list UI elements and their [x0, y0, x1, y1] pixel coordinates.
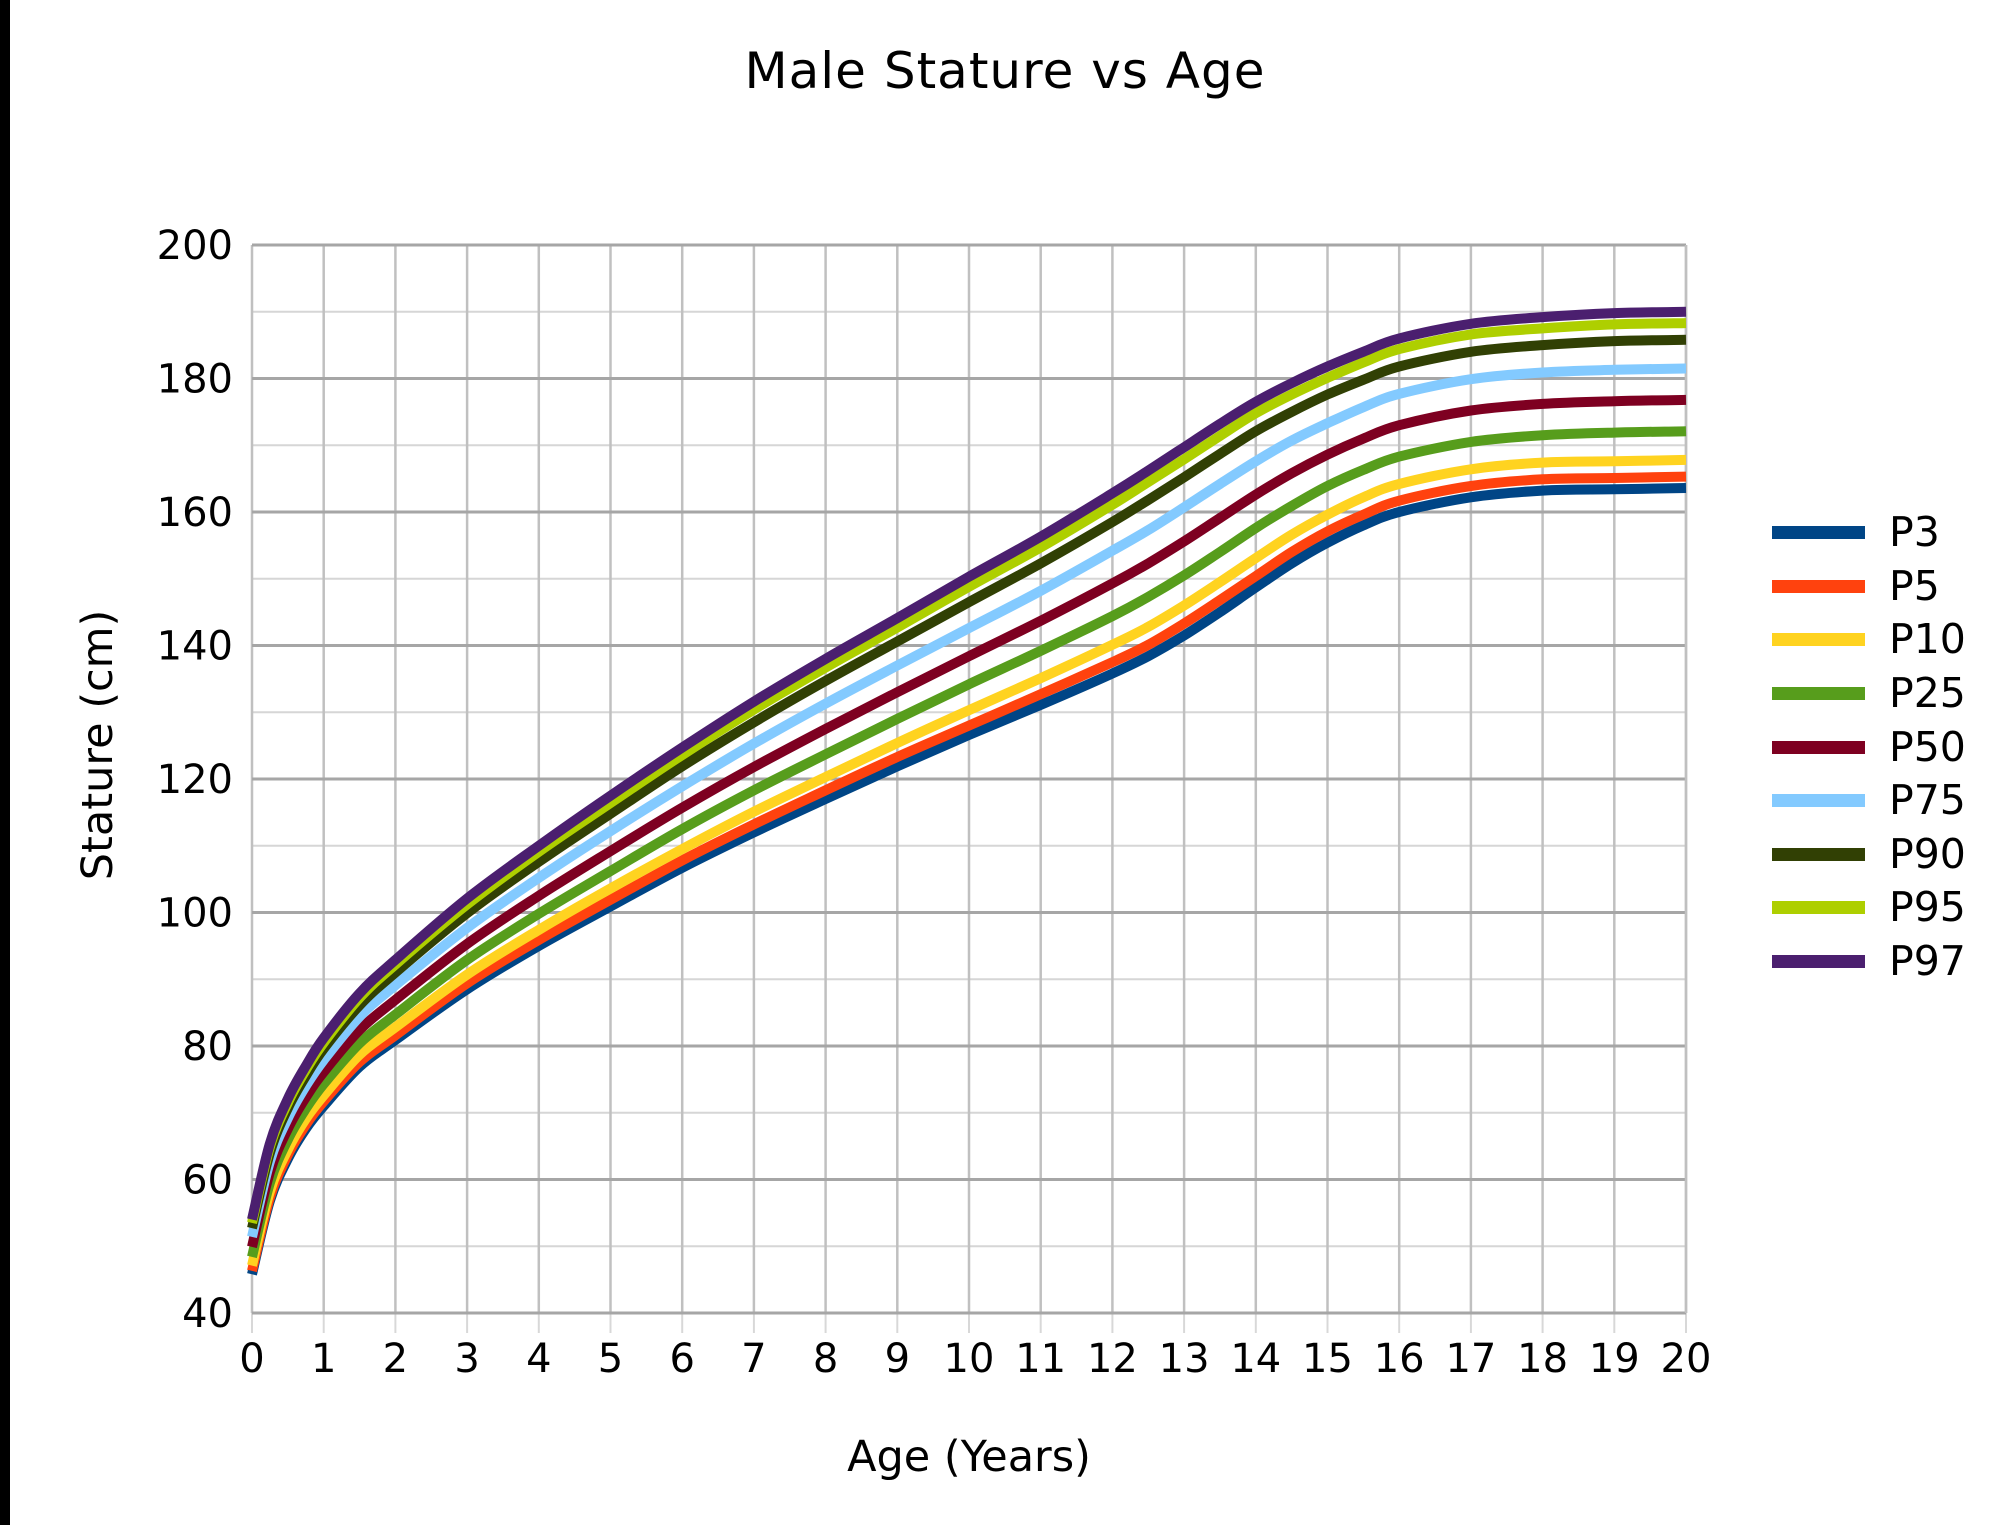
series-line-P50	[247, 394, 1687, 1249]
legend-label-P97: P97	[1889, 937, 1966, 986]
x-tick-label: 2	[383, 1336, 408, 1382]
legend-swatch-P50	[1772, 740, 1865, 754]
x-tick-label: 16	[1374, 1336, 1425, 1382]
legend-item-P50: P50	[1772, 720, 1966, 774]
legend-item-P25: P25	[1772, 667, 1966, 721]
y-tick-label: 40	[182, 1291, 233, 1337]
series-line-P25	[247, 426, 1687, 1259]
legend-swatch-P5	[1772, 579, 1865, 593]
legend-label-P50: P50	[1889, 722, 1966, 771]
legend-label-P3: P3	[1889, 508, 1940, 557]
legend-item-P75: P75	[1772, 774, 1966, 828]
x-tick-label: 3	[454, 1336, 479, 1382]
legend-swatch-P75	[1772, 794, 1865, 808]
y-tick-label: 140	[157, 624, 233, 670]
legend-item-P3: P3	[1772, 506, 1966, 560]
x-tick-label: 17	[1445, 1336, 1496, 1382]
x-tick-label: 6	[669, 1336, 694, 1382]
y-axis-tick-labels: 40 60 80 100 120 140 160 180 200	[157, 223, 233, 1337]
y-tick-label: 80	[182, 1024, 233, 1070]
legend-label-P5: P5	[1889, 561, 1940, 610]
legend: P3 P5 P10 P25 P50 P75 P90 P95 P97	[1772, 506, 1966, 988]
legend-label-P25: P25	[1889, 669, 1966, 718]
x-tick-label: 14	[1230, 1336, 1281, 1382]
x-tick-label: 15	[1302, 1336, 1353, 1382]
x-tick-label: 7	[741, 1336, 766, 1382]
x-tick-label: 18	[1517, 1336, 1568, 1382]
series-line-P75	[247, 363, 1687, 1239]
legend-swatch-P95	[1772, 901, 1865, 915]
x-tick-label: 20	[1661, 1336, 1712, 1382]
left-edge-bar	[0, 0, 10, 1525]
legend-label-P90: P90	[1889, 829, 1966, 878]
y-tick-label: 100	[157, 891, 233, 937]
x-tick-label: 8	[813, 1336, 838, 1382]
legend-swatch-P3	[1772, 526, 1865, 540]
legend-item-P90: P90	[1772, 828, 1966, 882]
x-tick-label: 4	[526, 1336, 551, 1382]
x-axis-title: Age (Years)	[847, 1432, 1091, 1482]
y-tick-label: 120	[157, 757, 233, 803]
chart-title: Male Stature vs Age	[744, 42, 1266, 100]
series-line-P5	[247, 471, 1687, 1273]
legend-swatch-P97	[1772, 955, 1865, 969]
legend-swatch-P25	[1772, 687, 1865, 701]
y-tick-label: 160	[157, 490, 233, 536]
series-lines	[247, 306, 1687, 1276]
series-line-P10	[247, 454, 1687, 1267]
x-axis-tick-labels: 0 1 2 3 4 5 6 7 8 9 10 11 12 13 14 15 16 17 18 19 20	[239, 1336, 1711, 1382]
x-tick-label: 5	[598, 1336, 623, 1382]
y-tick-label: 60	[182, 1158, 233, 1204]
x-tick-label: 12	[1087, 1336, 1138, 1382]
legend-item-P10: P10	[1772, 613, 1966, 667]
legend-item-P5: P5	[1772, 560, 1966, 614]
y-tick-label: 180	[157, 357, 233, 403]
legend-item-P95: P95	[1772, 881, 1966, 935]
x-tick-label: 10	[944, 1336, 995, 1382]
legend-swatch-P10	[1772, 633, 1865, 647]
x-tick-label: 0	[239, 1336, 264, 1382]
x-tick-label: 13	[1159, 1336, 1210, 1382]
x-tick-label: 9	[885, 1336, 910, 1382]
x-tick-label: 1	[311, 1336, 336, 1382]
legend-label-P75: P75	[1889, 776, 1966, 825]
y-tick-label: 200	[157, 223, 233, 269]
legend-item-P97: P97	[1772, 935, 1966, 989]
x-tick-label: 19	[1589, 1336, 1640, 1382]
legend-label-P95: P95	[1889, 883, 1966, 932]
x-tick-label: 11	[1015, 1336, 1066, 1382]
legend-swatch-P90	[1772, 847, 1865, 861]
legend-label-P10: P10	[1889, 615, 1966, 664]
series-line-P97	[247, 306, 1687, 1221]
